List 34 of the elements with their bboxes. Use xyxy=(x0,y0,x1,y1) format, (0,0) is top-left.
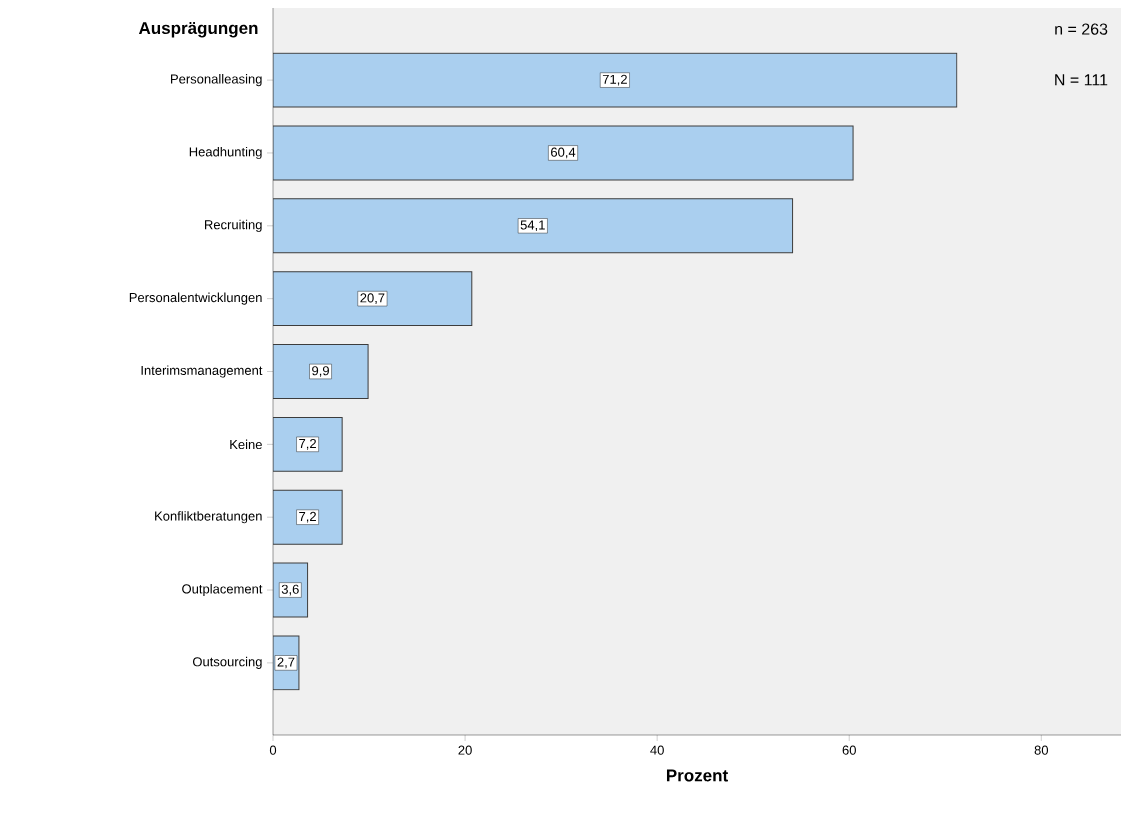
y-tick-label: Headhunting xyxy=(189,146,262,160)
bar xyxy=(273,344,369,399)
x-tick-label: 60 xyxy=(842,745,856,755)
y-tick-label: Outplacement xyxy=(182,583,263,597)
data-label: 54,1 xyxy=(520,220,545,232)
data-label: 60,4 xyxy=(551,147,576,159)
annotation: N = 111 xyxy=(1055,74,1108,86)
annotation: n = 263 xyxy=(1055,23,1108,35)
bar xyxy=(273,271,473,327)
y-tick-label: Konfliktberatungen xyxy=(155,511,262,524)
bar xyxy=(273,198,794,254)
data-label: 2,7 xyxy=(277,657,295,669)
data-label: 7,2 xyxy=(299,438,316,450)
y-tick-label: Personalleasing xyxy=(171,74,262,87)
bar xyxy=(273,125,854,181)
data-label: 71,2 xyxy=(602,74,627,86)
x-tick-label: 0 xyxy=(269,745,277,755)
x-tick-label: 80 xyxy=(1034,745,1049,755)
y-axis-title: Ausprägungen xyxy=(138,22,258,38)
x-axis-title: Prozent xyxy=(666,769,728,782)
data-label: 20,7 xyxy=(360,293,385,305)
data-label: 3,6 xyxy=(281,584,299,596)
y-tick-label: Personalentwicklungen xyxy=(129,292,262,305)
x-tick-label: 20 xyxy=(458,745,472,755)
y-tick-label: Keine xyxy=(230,439,262,450)
bar xyxy=(273,489,343,545)
y-tick-label: Interimsmanagement xyxy=(141,365,263,378)
data-label: 7,2 xyxy=(299,511,316,523)
bar xyxy=(273,52,958,108)
bar xyxy=(273,416,343,472)
x-tick-label: 40 xyxy=(650,745,664,755)
y-tick-label: Recruiting xyxy=(205,219,262,232)
y-tick-label: Outsourcing xyxy=(192,656,262,669)
data-label: 9,9 xyxy=(312,366,329,377)
